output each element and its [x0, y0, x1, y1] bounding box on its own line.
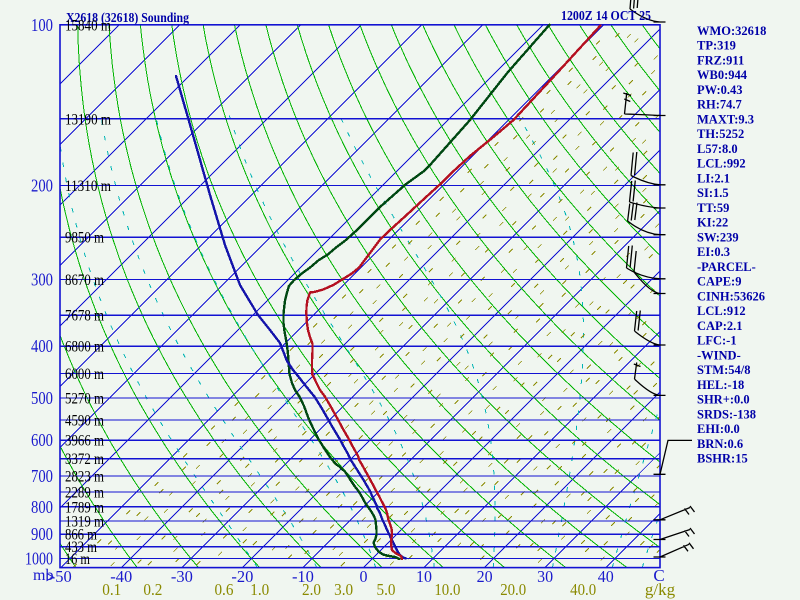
svg-text:SW:239: SW:239	[697, 230, 739, 244]
svg-text:-40: -40	[110, 567, 132, 586]
svg-text:20: 20	[477, 567, 493, 586]
svg-text:SHR+:0.0: SHR+:0.0	[697, 393, 750, 407]
svg-text:1.0: 1.0	[250, 580, 269, 599]
svg-text:g/kg: g/kg	[645, 580, 676, 599]
svg-text:STM:54/8: STM:54/8	[697, 363, 750, 377]
svg-text:0.2: 0.2	[143, 580, 162, 599]
svg-text:6000 m: 6000 m	[65, 366, 104, 383]
svg-text:BSHR:15: BSHR:15	[697, 452, 748, 466]
svg-text:433 m: 433 m	[65, 539, 97, 556]
svg-text:LCL:992: LCL:992	[697, 157, 746, 171]
svg-text:30: 30	[537, 567, 553, 586]
svg-text:L57:8.0: L57:8.0	[697, 142, 738, 156]
svg-text:WB0:944: WB0:944	[697, 68, 748, 82]
svg-text:RH:74.7: RH:74.7	[697, 98, 742, 112]
svg-text:SI:1.5: SI:1.5	[697, 186, 729, 200]
svg-text:3372 m: 3372 m	[65, 451, 104, 468]
svg-text:LFC:-1: LFC:-1	[697, 334, 737, 348]
svg-text:-PARCEL-: -PARCEL-	[697, 260, 756, 274]
svg-text:TH:5252: TH:5252	[697, 127, 744, 141]
svg-text:-20: -20	[231, 567, 253, 586]
svg-text:0.6: 0.6	[214, 580, 233, 599]
svg-text:0: 0	[360, 567, 368, 586]
svg-text:5.0: 5.0	[377, 580, 396, 599]
svg-text:3.0: 3.0	[334, 580, 353, 599]
svg-text:2.0: 2.0	[302, 580, 321, 599]
svg-text:LCL:912: LCL:912	[697, 304, 746, 318]
svg-text:1200Z 14 OCT 25: 1200Z 14 OCT 25	[561, 9, 651, 24]
svg-text:11310 m: 11310 m	[65, 178, 111, 195]
svg-text:9850 m: 9850 m	[65, 230, 104, 247]
svg-text:400: 400	[31, 336, 53, 356]
svg-text:8670 m: 8670 m	[65, 272, 104, 289]
svg-text:7678 m: 7678 m	[65, 308, 104, 325]
svg-text:20.0: 20.0	[500, 580, 526, 599]
svg-text:TP:319: TP:319	[697, 39, 736, 53]
svg-text:900: 900	[31, 524, 53, 544]
svg-text:300: 300	[31, 269, 53, 289]
svg-text:KI:22: KI:22	[697, 216, 728, 230]
svg-text:6800 m: 6800 m	[65, 339, 104, 356]
svg-text:40: 40	[598, 567, 614, 586]
svg-text:CAPE:9: CAPE:9	[697, 275, 741, 289]
svg-text:866 m: 866 m	[65, 527, 97, 544]
svg-text:-10: -10	[292, 567, 314, 586]
svg-text:HEL:-18: HEL:-18	[697, 378, 744, 392]
svg-text:C: C	[653, 566, 664, 585]
svg-text:5270 m: 5270 m	[65, 390, 104, 407]
svg-text:X2618 (32618) Sounding: X2618 (32618) Sounding	[66, 11, 189, 26]
svg-text:3966 m: 3966 m	[65, 433, 104, 450]
svg-text:-30: -30	[171, 567, 193, 586]
svg-text:10.0: 10.0	[434, 580, 460, 599]
svg-text:PW:0.43: PW:0.43	[697, 83, 742, 97]
svg-text:1319 m: 1319 m	[65, 513, 104, 530]
svg-text:100: 100	[31, 15, 53, 35]
svg-text:10: 10	[416, 567, 432, 586]
svg-text:TT:59: TT:59	[697, 201, 729, 215]
svg-text:0.1: 0.1	[102, 580, 121, 599]
svg-text:FRZ:911: FRZ:911	[697, 53, 744, 67]
svg-text:40.0: 40.0	[570, 580, 596, 599]
svg-text:CINH:53626: CINH:53626	[697, 289, 765, 303]
svg-text:500: 500	[31, 388, 53, 408]
svg-text:-50: -50	[50, 567, 72, 586]
svg-text:4590 m: 4590 m	[65, 412, 104, 429]
svg-text:600: 600	[31, 430, 53, 450]
svg-text:CAP:2.1: CAP:2.1	[697, 319, 742, 333]
svg-text:2823 m: 2823 m	[65, 468, 104, 485]
svg-text:-WIND-: -WIND-	[697, 348, 741, 362]
svg-text:200: 200	[31, 175, 53, 195]
svg-text:1000: 1000	[25, 549, 53, 569]
svg-text:EI:0.3: EI:0.3	[697, 245, 730, 259]
svg-text:1789 m: 1789 m	[65, 499, 104, 516]
svg-text:15840 m: 15840 m	[65, 17, 111, 34]
svg-text:700: 700	[31, 466, 53, 486]
svg-text:MAXT:9.3: MAXT:9.3	[697, 112, 754, 126]
svg-text:SRDS:-138: SRDS:-138	[697, 407, 756, 421]
svg-text:13190 m: 13190 m	[65, 111, 111, 128]
svg-text:EHI:0.0: EHI:0.0	[697, 422, 740, 436]
svg-text:2289 m: 2289 m	[65, 484, 104, 501]
svg-text:800: 800	[31, 497, 53, 517]
svg-text:LI:2.1: LI:2.1	[697, 171, 730, 185]
svg-text:16 m: 16 m	[65, 551, 90, 568]
svg-text:BRN:0.6: BRN:0.6	[697, 437, 743, 451]
svg-text:WMO:32618: WMO:32618	[697, 24, 766, 38]
